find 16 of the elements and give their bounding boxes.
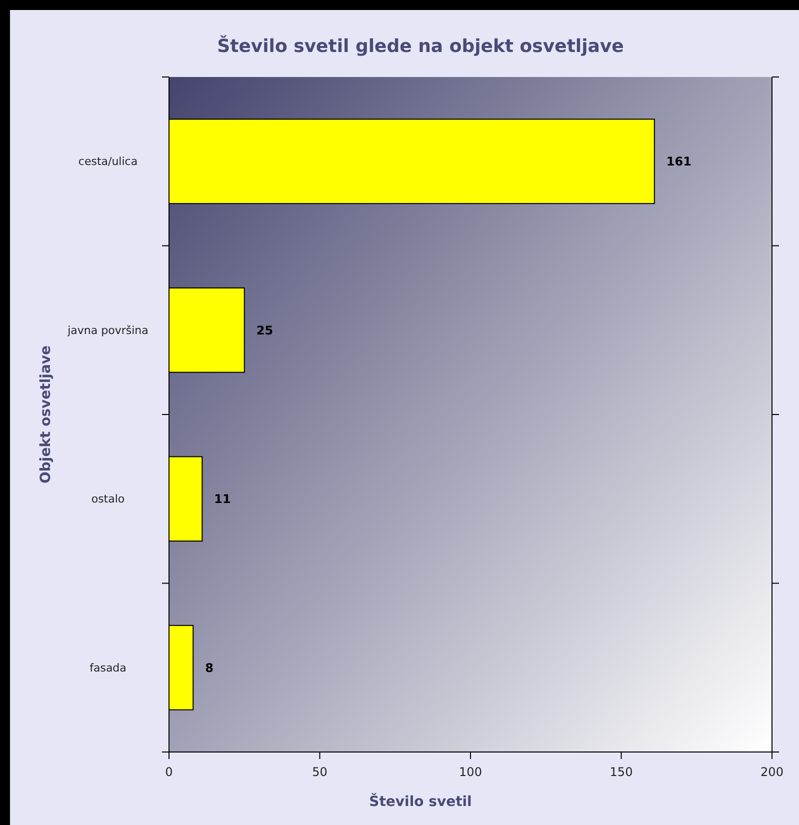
x-tick-label: 200 xyxy=(760,765,784,779)
x-tick-label: 0 xyxy=(165,765,173,779)
data-label: 11 xyxy=(214,492,231,506)
y-tick-label: javna površina xyxy=(66,324,148,337)
chart-title: Število svetil glede na objekt osvetljave xyxy=(217,35,624,57)
data-label: 25 xyxy=(256,323,274,338)
data-label: 161 xyxy=(666,154,692,169)
y-tick-label: cesta/ulica xyxy=(78,155,138,168)
x-axis-title: Število svetil xyxy=(369,793,472,810)
y-axis-title: Objekt osvetljave xyxy=(38,345,54,484)
x-tick-label: 150 xyxy=(610,765,633,779)
y-tick-label: ostalo xyxy=(91,492,125,506)
y-tick-label: fasada xyxy=(90,661,126,674)
x-tick-label: 100 xyxy=(459,765,482,779)
data-label: 8 xyxy=(205,660,214,675)
x-tick-label: 50 xyxy=(312,765,328,779)
